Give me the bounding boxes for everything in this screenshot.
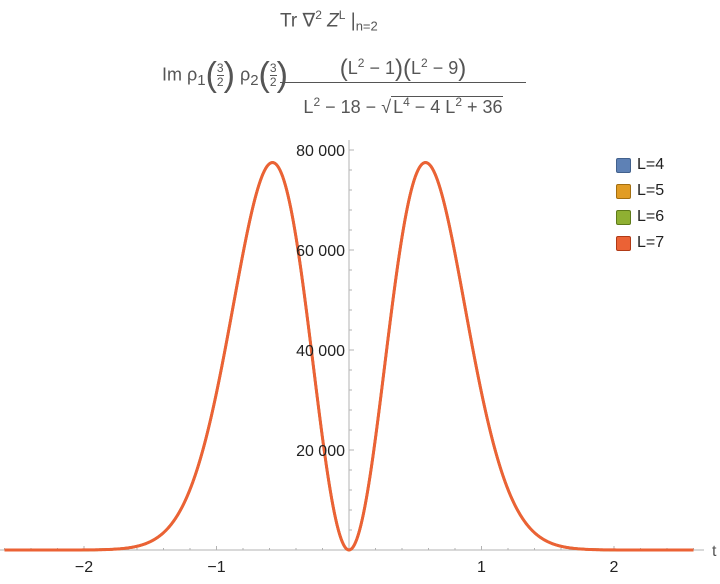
fraction-bar	[280, 82, 526, 83]
y-tick-label: 60 000	[296, 243, 345, 260]
axes	[0, 140, 704, 551]
title-lhs: Im ρ1(3 2) ρ2(3 2)	[162, 56, 288, 94]
y-tick-label: 40 000	[296, 343, 345, 360]
legend: L=4 L=5 L=6 L=7	[616, 156, 664, 260]
legend-item: L=7	[616, 234, 664, 252]
x-tick-label: −1	[207, 559, 225, 576]
x-axis-label: t	[712, 543, 717, 560]
legend-swatch	[616, 157, 631, 173]
y-tick-label: 80 000	[296, 143, 345, 160]
title-line-1: Tr ∇2 ZL |n=2	[280, 8, 378, 34]
legend-item: L=4	[616, 156, 664, 174]
chart-title: Tr ∇2 ZL |n=2 Im ρ1(3 2) ρ2(3 2) (L2 − 1)(…	[150, 0, 550, 135]
legend-swatch	[616, 183, 631, 199]
fraction-denominator: L2 − 18 − √ L4 − 4 L2 + 36	[303, 95, 503, 117]
title-fraction: (L2 − 1)(L2 − 9) L2 − 18 − √ L4 − 4 L2 + …	[278, 44, 528, 123]
y-tick-label: 20 000	[296, 443, 345, 460]
legend-label: L=5	[637, 182, 665, 199]
legend-label: L=4	[637, 156, 665, 173]
legend-item: L=5	[616, 182, 664, 200]
x-tick-label: 1	[477, 559, 486, 576]
legend-swatch	[616, 209, 631, 225]
legend-swatch	[616, 235, 631, 251]
legend-label: L=7	[637, 234, 665, 251]
ticks: −2 −1 1 2 20 000 40 000 60 000 80 000 t	[75, 143, 717, 576]
x-tick-label: 2	[610, 559, 619, 576]
series-line-l-7	[4, 161, 694, 552]
x-tick-label: −2	[75, 559, 93, 576]
curves	[4, 161, 694, 552]
legend-item: L=6	[616, 208, 664, 226]
fraction-numerator: (L2 − 1)(L2 − 9)	[339, 55, 467, 82]
legend-label: L=6	[637, 208, 665, 225]
